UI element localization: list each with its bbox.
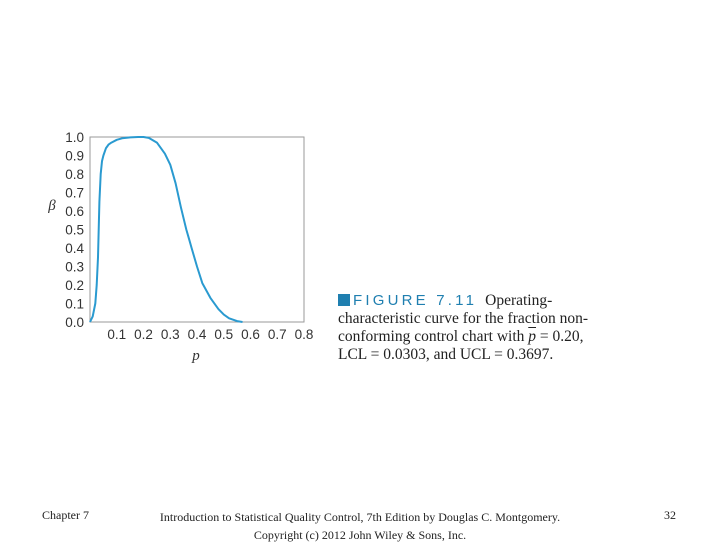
footer-page-number: 32	[664, 508, 676, 522]
y-tick-label: 0.3	[65, 260, 84, 275]
y-tick-label: 0.1	[65, 297, 84, 312]
figure-label: FIGURE 7.11	[353, 292, 478, 309]
y-tick-label: 0.9	[65, 149, 84, 164]
y-tick-label: 0.5	[65, 223, 84, 238]
y-tick-label: 0.0	[65, 315, 84, 330]
y-tick-label: 0.7	[65, 186, 84, 201]
y-tick-label: 0.6	[65, 204, 84, 219]
x-tick-label: 0.3	[161, 327, 180, 342]
caption-line-1: Operating-	[485, 292, 553, 309]
plot-frame	[89, 136, 305, 323]
x-axis-label: p	[191, 348, 200, 364]
x-tick-label: 0.6	[241, 327, 260, 342]
caption-line-2: characteristic curve for the fraction no…	[338, 310, 589, 327]
y-tick-label: 1.0	[65, 130, 84, 145]
y-tick-label: 0.2	[65, 278, 84, 293]
figure-caption: FIGURE 7.11 Operating- characteristic cur…	[338, 292, 658, 364]
p-bar-symbol: p	[528, 328, 537, 345]
footer-citation-line-2: Copyright (c) 2012 John Wiley & Sons, In…	[253, 528, 467, 542]
x-tick-label: 0.8	[295, 327, 314, 342]
y-tick-label: 0.4	[65, 241, 84, 256]
caption-line-3-pre: conforming control chart with	[338, 328, 525, 345]
x-tick-label: 0.4	[188, 327, 207, 342]
y-axis-label: β	[47, 198, 56, 214]
y-tick-label: 0.8	[65, 167, 84, 182]
x-tick-label: 0.1	[107, 327, 126, 342]
caption-line-3: conforming control chart with p = 0.20,	[338, 328, 658, 346]
caption-line-4: LCL = 0.0303, and UCL = 0.3697.	[338, 346, 554, 363]
footer-citation: Introduction to Statistical Quality Cont…	[150, 508, 570, 544]
caption-line-3-post: = 0.20,	[539, 328, 584, 345]
caption-heading: FIGURE 7.11 Operating-	[338, 292, 658, 310]
x-tick-label: 0.5	[214, 327, 233, 342]
x-tick-label: 0.2	[134, 327, 153, 342]
caption-square-icon	[338, 294, 350, 306]
x-tick-label: 0.7	[268, 327, 287, 342]
footer-citation-line-1: Introduction to Statistical Quality Cont…	[159, 510, 561, 524]
oc-curve-line	[89, 136, 243, 323]
footer-chapter: Chapter 7	[42, 508, 89, 522]
